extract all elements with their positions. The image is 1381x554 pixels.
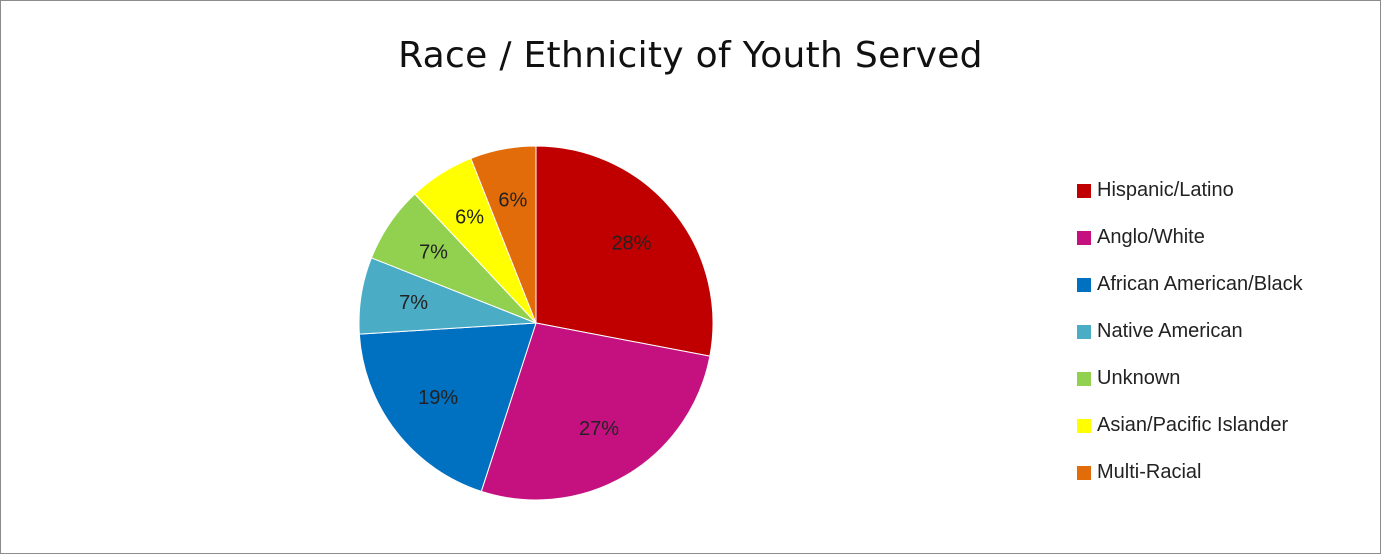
- data-label-3: 7%: [399, 292, 428, 314]
- pie-slice-6: [470, 145, 537, 324]
- chart-title: Race / Ethnicity of Youth Served: [398, 35, 983, 76]
- data-label-2: 19%: [418, 387, 458, 409]
- legend-swatch: [1077, 371, 1091, 386]
- legend-item: Multi-Racial: [1077, 449, 1303, 496]
- data-label-0: 28%: [611, 232, 651, 254]
- legend-label: Anglo/White: [1097, 226, 1205, 248]
- data-label-1: 27%: [579, 418, 619, 440]
- legend-item: African American/Black: [1077, 261, 1303, 308]
- data-label-4: 7%: [419, 242, 448, 264]
- legend-swatch: [1077, 277, 1091, 292]
- pie-slice-1: [480, 322, 711, 501]
- legend-item: Anglo/White: [1077, 214, 1303, 261]
- legend-swatch: [1077, 230, 1091, 245]
- legend-item: Unknown: [1077, 355, 1303, 402]
- legend-swatch: [1077, 465, 1091, 480]
- legend-label: African American/Black: [1097, 273, 1303, 295]
- data-label-5: 6%: [455, 207, 484, 229]
- legend-label: Native American: [1097, 320, 1243, 342]
- legend-item: Asian/Pacific Islander: [1077, 402, 1303, 449]
- pie-slice-0: [535, 145, 714, 357]
- legend-item: Hispanic/Latino: [1077, 167, 1303, 214]
- legend-item: Native American: [1077, 308, 1303, 355]
- legend-label: Unknown: [1097, 367, 1181, 389]
- legend-swatch: [1077, 324, 1091, 339]
- legend-label: Asian/Pacific Islander: [1097, 414, 1289, 436]
- chart-legend: Hispanic/Latino Anglo/White African Americ…: [1077, 167, 1303, 496]
- legend-label: Multi-Racial: [1097, 461, 1202, 483]
- legend-swatch: [1077, 418, 1091, 433]
- data-label-6: 6%: [498, 190, 527, 212]
- legend-swatch: [1077, 183, 1091, 198]
- legend-label: Hispanic/Latino: [1097, 179, 1234, 201]
- pie-slice-2: [358, 322, 537, 492]
